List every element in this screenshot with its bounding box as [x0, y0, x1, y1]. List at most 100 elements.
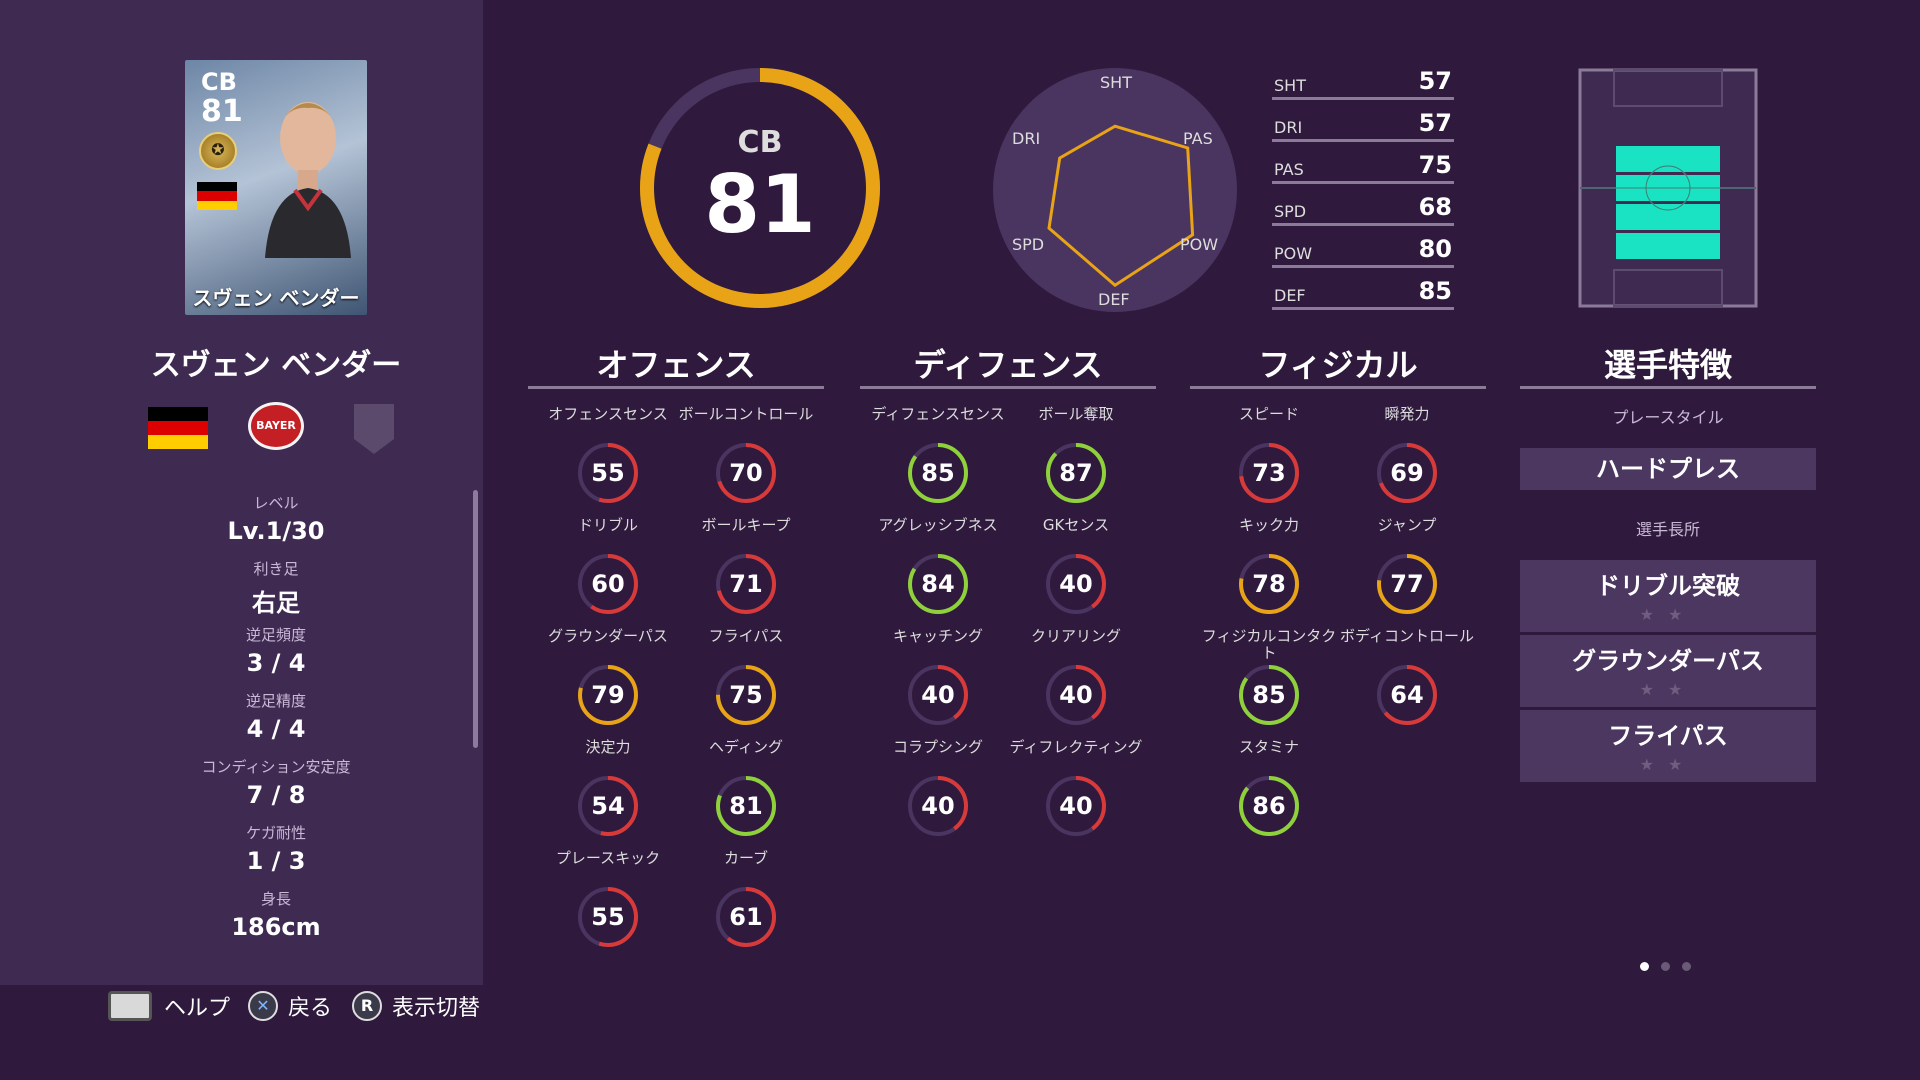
skill-label: グラウンダーパス: [548, 627, 668, 645]
skill-value: 71: [729, 570, 763, 598]
card-player-name: スヴェン ベンダー: [192, 286, 360, 310]
pitch-zone-highlight: [1616, 146, 1720, 172]
info-value: 右足: [252, 589, 300, 617]
strength-item[interactable]: ドリブル突破 ★★: [1520, 560, 1816, 632]
stat-row-pow: POW 80: [1272, 234, 1454, 268]
toggle-hint[interactable]: R 表示切替: [352, 990, 480, 1022]
medal-icon: ✪: [199, 132, 237, 170]
skill-value: 85: [921, 459, 955, 487]
skill-label: ボールコントロール: [678, 405, 814, 423]
info-label: 利き足: [253, 560, 299, 578]
stat-row-spd: SPD 68: [1272, 192, 1454, 226]
stat-row-def: DEF 85: [1272, 276, 1454, 310]
stat-value: 80: [1418, 235, 1452, 263]
info-item: ケガ耐性 1 / 3: [0, 822, 552, 875]
help-hint[interactable]: ヘルプ: [108, 990, 230, 1022]
skill-label: キャッチング: [892, 627, 983, 645]
info-item: 逆足精度 4 / 4: [0, 690, 552, 743]
club-badge-icon: BAYER: [248, 402, 304, 450]
page-dot[interactable]: [1661, 962, 1670, 971]
skill-item: フィジカルコンタクト 85: [1200, 628, 1338, 728]
skill-value: 81: [729, 792, 763, 820]
skill-gauge: 85: [905, 440, 971, 506]
strength-name: フライパス: [1608, 722, 1728, 750]
skill-gauge: 73: [1236, 440, 1302, 506]
skill-item: オフェンスセンス 55: [539, 406, 677, 506]
info-label: 逆足精度: [245, 692, 306, 710]
strength-item[interactable]: グラウンダーパス ★★: [1520, 635, 1816, 707]
radar-label-pow: POW: [1180, 235, 1219, 254]
strength-item[interactable]: フライパス ★★: [1520, 710, 1816, 782]
skill-item: ボディコントロール 64: [1338, 628, 1476, 728]
skill-item: 瞬発力 69: [1338, 406, 1476, 506]
card-position: CB: [201, 68, 237, 96]
skill-value: 84: [921, 570, 955, 598]
info-item: 利き足 右足: [0, 558, 552, 618]
radar-label-sht: SHT: [1100, 73, 1132, 92]
skill-label: 決定力: [585, 738, 631, 756]
radar-label-def: DEF: [1098, 290, 1130, 309]
skill-item: ボール奪取 87: [1007, 406, 1145, 506]
card-flag-icon: [197, 182, 237, 210]
info-label: レベル: [253, 494, 299, 512]
skill-item: クリアリング 40: [1007, 628, 1145, 728]
skill-item: GKセンス 40: [1007, 517, 1145, 617]
position-pitch-map: [1578, 68, 1758, 308]
info-label: 逆足頻度: [245, 626, 306, 644]
skill-label: コラプシング: [892, 738, 983, 756]
skill-item: ディフェンスセンス 85: [869, 406, 1007, 506]
skill-value: 55: [591, 903, 625, 931]
skill-gauge: 55: [575, 884, 641, 950]
skill-item: ボールコントロール 70: [677, 406, 815, 506]
back-hint[interactable]: ✕ 戻る: [248, 990, 332, 1022]
page-indicator: [1640, 962, 1703, 971]
section-title-physical: フィジカル: [1258, 346, 1418, 384]
skill-gauge: 60: [575, 551, 641, 617]
info-item: 身長 186cm: [0, 888, 552, 941]
radar-label-spd: SPD: [1012, 235, 1045, 254]
skill-value: 85: [1252, 681, 1286, 709]
skill-item: プレースキック 55: [539, 850, 677, 950]
page-dot[interactable]: [1682, 962, 1691, 971]
section-divider: [528, 386, 824, 389]
card-overall: 81: [201, 94, 243, 129]
skill-gauge: 75: [713, 662, 779, 728]
star-icon: ★★: [1639, 680, 1697, 699]
skill-value: 40: [1059, 570, 1093, 598]
pitch-zone-highlight: [1616, 233, 1720, 259]
skill-label: ボール奪取: [1038, 405, 1114, 423]
skill-label: プレースキック: [555, 849, 661, 867]
skill-label: カーブ: [723, 849, 769, 867]
skill-value: 77: [1390, 570, 1424, 598]
stat-key: SHT: [1274, 76, 1306, 95]
section-divider: [1190, 386, 1486, 389]
stat-value: 68: [1418, 193, 1452, 221]
skill-value: 40: [1059, 792, 1093, 820]
radar-label-pas: PAS: [1183, 129, 1213, 148]
overall-position: CB: [737, 125, 783, 160]
skill-item: コラプシング 40: [869, 739, 1007, 839]
skill-item: キック力 78: [1200, 517, 1338, 617]
player-card: CB 81 ✪ スヴェン ベンダー: [185, 60, 367, 315]
page-dot[interactable]: [1640, 962, 1649, 971]
skill-item: スタミナ 86: [1200, 739, 1338, 839]
overall-rating-ring: CB 81: [635, 63, 885, 313]
skill-label: アグレッシブネス: [878, 516, 998, 534]
skill-value: 60: [591, 570, 625, 598]
skill-item: アグレッシブネス 84: [869, 517, 1007, 617]
info-value: Lv.1/30: [227, 517, 325, 545]
info-value: 7 / 8: [246, 781, 306, 809]
playstyle-box[interactable]: ハードプレス: [1520, 448, 1816, 490]
stat-value: 85: [1418, 277, 1452, 305]
skill-gauge: 79: [575, 662, 641, 728]
scrollbar[interactable]: [473, 490, 478, 748]
pitch-zone-highlight: [1616, 204, 1720, 230]
skill-item: 決定力 54: [539, 739, 677, 839]
section-divider: [1520, 386, 1816, 389]
info-label: ケガ耐性: [245, 824, 306, 842]
playstyle-label: プレースタイル: [1612, 408, 1724, 427]
playstyle-value: ハードプレス: [1596, 455, 1740, 483]
player-portrait: [265, 102, 351, 258]
r-button-icon: R: [352, 991, 382, 1021]
strength-name: グラウンダーパス: [1572, 647, 1764, 675]
